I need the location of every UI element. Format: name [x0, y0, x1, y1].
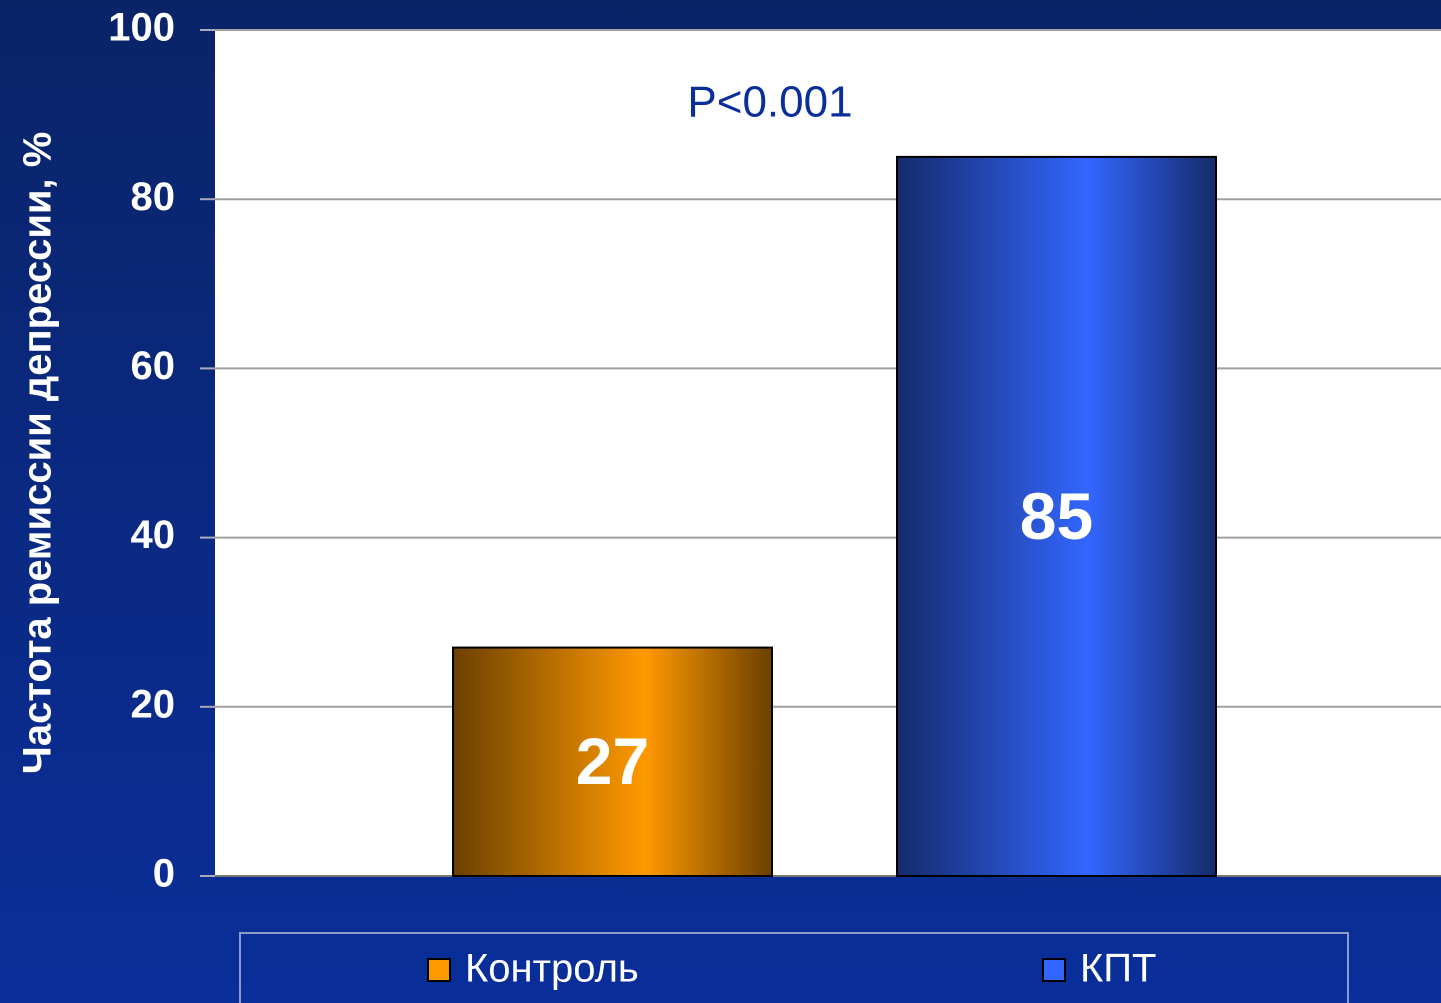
legend-swatch	[427, 958, 451, 982]
y-tick-label: 20	[131, 682, 176, 726]
legend-box	[239, 932, 1349, 1003]
y-tick-label: 60	[131, 344, 176, 388]
bar	[452, 646, 773, 878]
legend-label: Контроль	[465, 947, 639, 991]
annotation: P<0.001	[687, 78, 852, 127]
legend-swatch	[1042, 958, 1066, 982]
y-tick-label: 80	[131, 175, 176, 219]
y-tick-label: 100	[108, 6, 175, 50]
bar	[896, 155, 1217, 877]
legend-label: КПТ	[1080, 947, 1156, 991]
y-tick-label: 0	[153, 852, 175, 896]
y-axis-label: Частота ремиссии депрессии, %	[16, 132, 60, 775]
data-label: 27	[576, 724, 649, 798]
plot-area	[215, 30, 1441, 876]
data-label: 85	[1020, 479, 1093, 553]
y-tick-label: 40	[131, 513, 176, 557]
